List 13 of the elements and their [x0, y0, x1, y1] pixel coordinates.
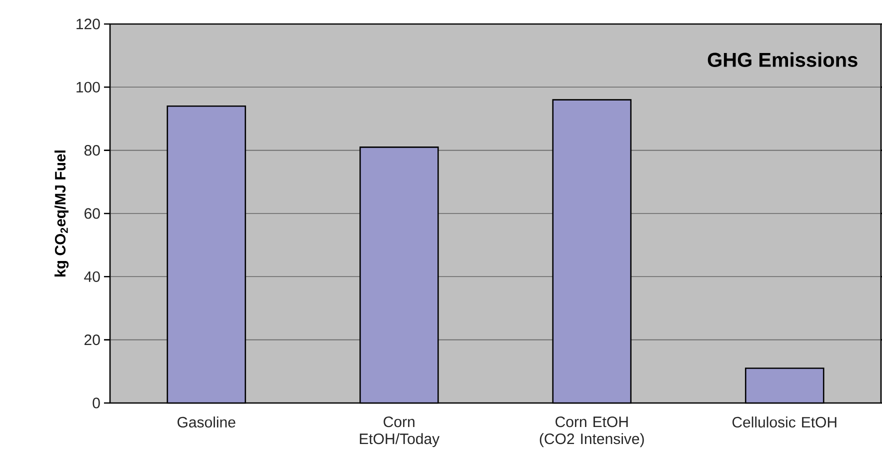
x-tick-label: Cellulosic EtOH [732, 416, 836, 428]
y-tick-label: 100 [76, 82, 100, 92]
text: GHG Emissions [708, 52, 858, 67]
x-tick-label: Corn EtOH (CO2 Intensive) [540, 416, 644, 448]
y-axis-title: kg CO$_{2}$eq/MJ Fuel [54, 150, 69, 276]
y-tick-label: 60 [84, 208, 100, 219]
y-tick-label: 40 [84, 271, 100, 282]
x-tick-label: Gasoline [178, 416, 236, 428]
y-tick-label: 80 [84, 145, 100, 156]
y-tick-label: 0 [92, 398, 100, 408]
y-tick-label: 20 [84, 334, 100, 346]
y-tick-label: 120 [76, 18, 100, 30]
x-tick-label: Corn EtOH/Today [360, 416, 440, 448]
